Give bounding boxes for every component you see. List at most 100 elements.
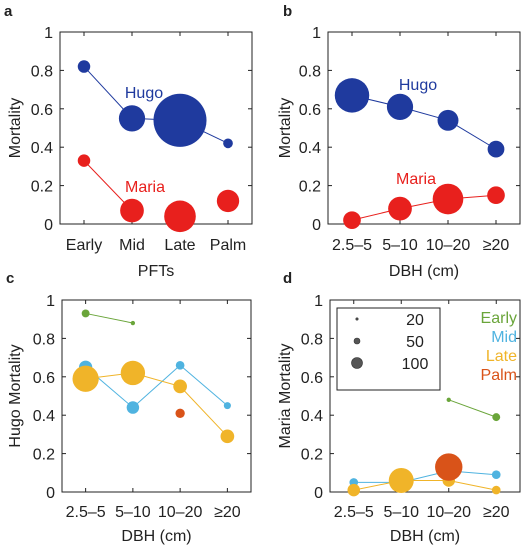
data-point-late	[173, 379, 187, 394]
data-point-hugo	[153, 93, 207, 147]
plot-area-frame	[59, 31, 253, 225]
data-point-late	[347, 483, 360, 497]
data-point-maria	[120, 198, 144, 223]
panel-b: b 0 0.2 0.4 0.6 0.8 1 2.5–5 5–10 10–20 ≥20 DBH (cm)…	[277, 3, 521, 280]
series-line-early	[85, 312, 133, 324]
x-tick-label: 2.5–5	[332, 237, 372, 254]
y-tick-label: 1	[314, 293, 323, 310]
size-legend-box	[336, 307, 441, 391]
y-tick-label: 0	[314, 485, 323, 502]
y-tick-label: 0.8	[299, 63, 321, 80]
data-point-early	[81, 309, 90, 318]
x-axis-label: DBH (cm)	[389, 263, 459, 280]
data-point-mid	[175, 360, 185, 370]
x-tick-label: ≥20	[483, 504, 510, 521]
data-point-late	[388, 467, 414, 493]
y-tick-label: 0.2	[301, 447, 323, 464]
data-point-hugo	[77, 60, 91, 73]
y-tick-label: 0.8	[301, 331, 323, 348]
panel-d: d 0 0.2 0.4 0.6 0.8 1 2.5–5 5–10 10–20 ≥20 DBH (cm)…	[277, 270, 521, 545]
y-tick-label: 0	[44, 217, 53, 234]
data-point-early	[446, 397, 451, 403]
series-line-early	[448, 399, 497, 418]
size-legend-label: 50	[406, 334, 424, 351]
y-tick-label: 0.4	[299, 140, 321, 157]
legend-entry-late: Late	[486, 348, 517, 365]
y-tick-label: 0.4	[33, 408, 55, 425]
y-tick-label: 0.2	[31, 179, 53, 196]
size-legend-label: 100	[402, 356, 429, 373]
y-tick-label: 0.6	[301, 370, 323, 387]
series-line-mid	[179, 364, 228, 406]
data-point-maria	[216, 189, 240, 213]
data-point-late	[72, 365, 99, 392]
data-point-maria	[432, 183, 464, 215]
x-tick-label: Mid	[119, 237, 145, 254]
data-point-maria	[388, 196, 412, 221]
data-point-late	[120, 360, 146, 386]
y-tick-label: 0.4	[301, 408, 323, 425]
series-label-hugo: Hugo	[125, 85, 163, 102]
y-tick-label: 0.2	[33, 447, 55, 464]
data-point-mid	[223, 402, 231, 410]
y-axis-label: Maria Mortality	[277, 344, 294, 449]
y-tick-label: 0.6	[31, 102, 53, 119]
panel-a: a 0 0.2 0.4 0.6 0.8 1 Early Mid Late Palm PFTs Morta…	[4, 3, 253, 280]
x-tick-label: 2.5–5	[334, 504, 374, 521]
x-tick-label: ≥20	[214, 504, 241, 521]
data-point-hugo	[223, 138, 233, 149]
x-axis-label: DBH (cm)	[121, 528, 191, 545]
data-point-hugo	[487, 140, 505, 158]
legend-entry-mid: Mid	[491, 329, 517, 346]
size-legend-marker	[355, 317, 359, 321]
x-tick-label: Palm	[210, 237, 246, 254]
data-point-hugo	[386, 93, 414, 120]
data-point-mid	[491, 470, 501, 480]
x-axis-label: DBH (cm)	[390, 528, 460, 545]
y-tick-label: 1	[44, 25, 53, 42]
data-point-hugo	[118, 105, 146, 132]
series-line-late	[179, 386, 228, 437]
y-axis-label: Mortality	[277, 98, 294, 158]
x-axis-label: PFTs	[138, 263, 174, 280]
panel-letter: c	[6, 270, 14, 287]
size-legend-marker	[351, 357, 363, 369]
panel-letter: a	[4, 3, 13, 20]
x-tick-label: 10–20	[158, 504, 203, 521]
y-tick-label: 0.4	[31, 140, 53, 157]
panel-c: c 0 0.2 0.4 0.6 0.8 1 2.5–5 5–10 10–20 ≥20 DBH (cm)…	[6, 270, 252, 545]
data-point-early	[130, 320, 136, 326]
legend: 20 50 100 Early Mid Late Palm	[336, 307, 517, 391]
series-label-hugo: Hugo	[399, 77, 437, 94]
x-tick-label: 10–20	[426, 237, 471, 254]
data-point-palm	[435, 453, 463, 481]
y-tick-label: 1	[46, 293, 55, 310]
plot-area-frame	[327, 31, 521, 225]
y-tick-label: 0.6	[299, 102, 321, 119]
x-tick-label: 5–10	[115, 504, 151, 521]
panel-letter: d	[283, 270, 292, 287]
size-legend-marker	[353, 337, 361, 345]
data-point-early	[492, 413, 501, 422]
panel-letter: b	[283, 3, 292, 20]
data-point-late	[220, 429, 235, 444]
data-point-maria	[343, 211, 361, 229]
y-tick-label: 0	[46, 485, 55, 502]
data-point-hugo	[334, 78, 370, 113]
y-tick-label: 1	[312, 25, 321, 42]
data-point-hugo	[437, 109, 459, 131]
x-tick-label: ≥20	[483, 237, 510, 254]
y-axis-label: Mortality	[7, 98, 24, 158]
series-label-maria: Maria	[396, 171, 436, 188]
size-legend-label: 20	[406, 312, 424, 329]
legend-entry-early: Early	[481, 310, 517, 327]
x-tick-label: 5–10	[382, 237, 418, 254]
y-tick-label: 0.8	[31, 63, 53, 80]
x-tick-label: Late	[164, 237, 195, 254]
data-point-maria	[77, 154, 91, 167]
x-tick-label: 5–10	[383, 504, 419, 521]
y-tick-label: 0.2	[299, 179, 321, 196]
y-tick-label: 0	[312, 217, 321, 234]
series-line-late	[448, 479, 497, 491]
